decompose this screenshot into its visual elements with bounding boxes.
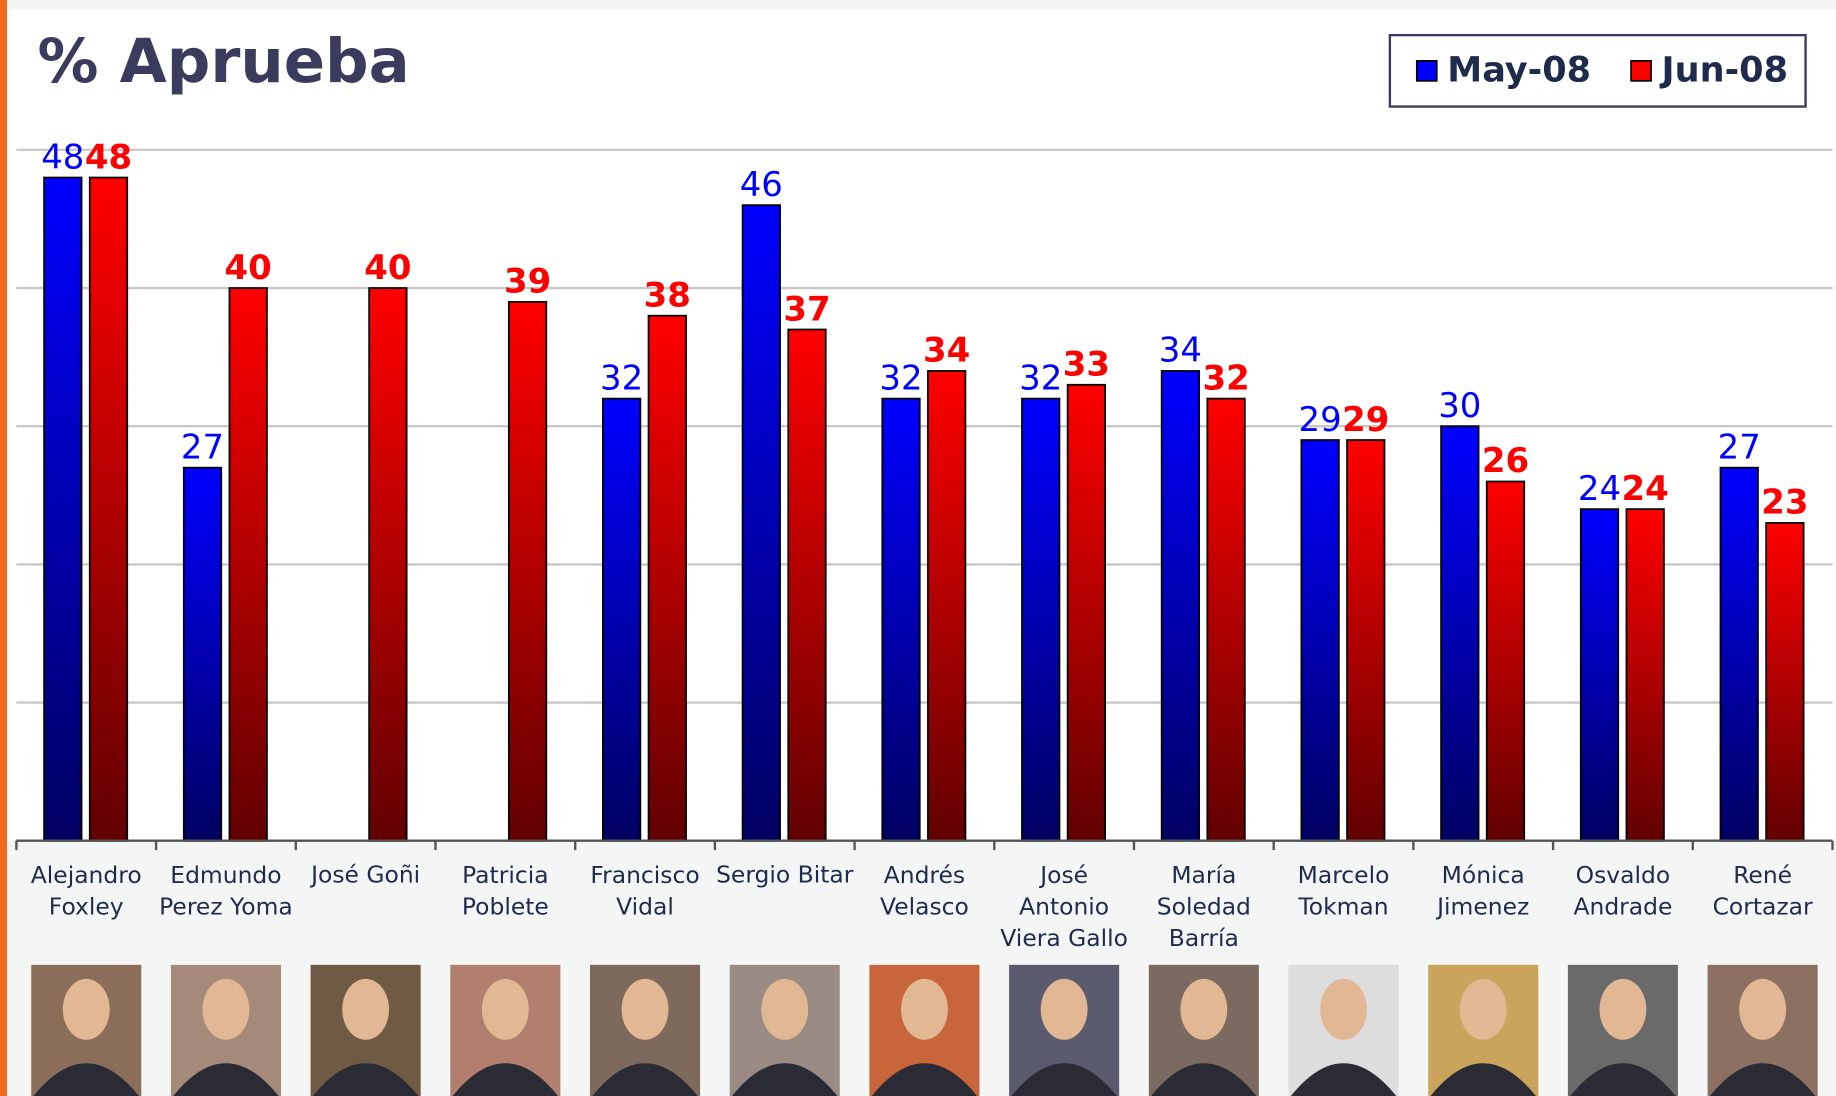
bar-shade xyxy=(927,370,966,841)
photo-face xyxy=(1320,978,1367,1040)
bar-shade xyxy=(1766,522,1804,841)
bar-shade xyxy=(1301,440,1339,841)
photos xyxy=(31,964,1818,1096)
bar-shade xyxy=(1626,509,1664,841)
photo-body xyxy=(1011,1063,1117,1096)
value-label: 23 xyxy=(1761,483,1808,523)
legend-swatch xyxy=(1630,60,1652,82)
photo-body xyxy=(1709,1063,1816,1096)
value-label: 34 xyxy=(1159,331,1202,371)
legend-box xyxy=(1388,33,1807,108)
chart-title: % Aprueba xyxy=(37,26,409,97)
bar-shade xyxy=(1486,481,1525,841)
bar-shade xyxy=(89,177,128,841)
value-label: 37 xyxy=(783,289,830,329)
value-label: 33 xyxy=(1063,345,1110,385)
photo-face xyxy=(202,978,250,1040)
photo-body xyxy=(173,1063,279,1096)
bar-shade xyxy=(1207,398,1245,841)
x-tick-label: José Antonio Viera Gallo xyxy=(1000,860,1128,951)
side-stripe xyxy=(0,0,8,1096)
x-tick-label: Osvaldo Andrade xyxy=(1573,860,1672,920)
photo-face xyxy=(621,978,669,1040)
x-tick-label: Mónica Jimenez xyxy=(1435,860,1529,920)
photo-body xyxy=(1290,1063,1397,1096)
value-label: 27 xyxy=(1718,427,1761,467)
value-label: 34 xyxy=(923,331,970,371)
bar-shade xyxy=(788,329,826,841)
photo-body xyxy=(312,1063,419,1096)
photo-body xyxy=(592,1063,698,1096)
bar-shade xyxy=(742,205,781,841)
bar-shade xyxy=(1347,440,1385,841)
photo-body xyxy=(1430,1063,1536,1096)
bar-shade xyxy=(1441,426,1479,841)
value-label: 40 xyxy=(364,248,411,288)
x-tick-label: Patricia Poblete xyxy=(462,860,549,920)
photo-face xyxy=(901,978,948,1040)
x-tick-label: Sergio Bitar xyxy=(716,860,854,888)
x-tick-label: María Soledad Barría xyxy=(1157,860,1251,951)
value-label: 30 xyxy=(1438,386,1481,426)
value-label: 39 xyxy=(504,262,551,302)
legend-label: May-08 xyxy=(1447,49,1591,90)
bar-shade xyxy=(229,288,267,841)
photo-body xyxy=(1570,1063,1676,1096)
photo-face xyxy=(1459,978,1507,1040)
bar-shade xyxy=(183,467,222,841)
photo-face xyxy=(1599,978,1647,1040)
bar-shade xyxy=(1161,370,1200,841)
bar-shade xyxy=(882,398,920,841)
x-tick-label: Edmundo Perez Yoma xyxy=(159,860,293,920)
bar-shade xyxy=(1720,467,1758,841)
bar-shade xyxy=(508,301,547,841)
photo-face xyxy=(1040,978,1088,1040)
bar-shade xyxy=(1067,384,1106,841)
photo-face xyxy=(1180,978,1228,1040)
x-tick-label: Alejandro Foxley xyxy=(31,860,142,920)
photo-body xyxy=(871,1063,978,1096)
legend-label: Jun-08 xyxy=(1660,49,1788,90)
bar-shade xyxy=(648,315,687,841)
value-label: 32 xyxy=(1019,358,1062,398)
bar-shade xyxy=(602,398,641,841)
photo-body xyxy=(732,1063,838,1096)
value-label: 27 xyxy=(181,427,224,467)
x-tick-label: Marcelo Tokman xyxy=(1297,860,1389,920)
value-label: 32 xyxy=(1202,358,1249,398)
x-tick-label: Francisco Vidal xyxy=(590,860,699,920)
value-label: 32 xyxy=(600,358,643,398)
photo-body xyxy=(1151,1063,1257,1096)
photo-face xyxy=(342,978,390,1040)
legend-swatch xyxy=(1415,60,1438,82)
x-tick-label: José Goñi xyxy=(309,860,420,888)
photo-face xyxy=(1739,978,1787,1040)
bar-shade xyxy=(1021,398,1060,841)
x-tick-label: Andrés Velasco xyxy=(880,860,969,920)
value-label: 29 xyxy=(1299,400,1342,440)
value-label: 26 xyxy=(1482,441,1529,481)
bar-shade xyxy=(369,288,407,841)
value-label: 46 xyxy=(740,165,783,205)
photo-body xyxy=(452,1063,559,1096)
photo-face xyxy=(761,978,809,1040)
value-label: 29 xyxy=(1342,400,1389,440)
value-label: 48 xyxy=(41,137,84,177)
value-label: 32 xyxy=(879,358,922,398)
photo-face xyxy=(481,978,529,1040)
value-label: 40 xyxy=(225,248,272,288)
photo-body xyxy=(33,1063,139,1096)
value-label: 48 xyxy=(85,137,132,177)
bar-shade xyxy=(44,177,82,841)
value-label: 38 xyxy=(644,275,691,315)
value-label: 24 xyxy=(1578,469,1621,509)
photo-face xyxy=(62,978,110,1040)
value-label: 24 xyxy=(1622,469,1669,509)
x-tick-label: René Cortazar xyxy=(1713,860,1813,920)
bar-shade xyxy=(1580,509,1619,841)
